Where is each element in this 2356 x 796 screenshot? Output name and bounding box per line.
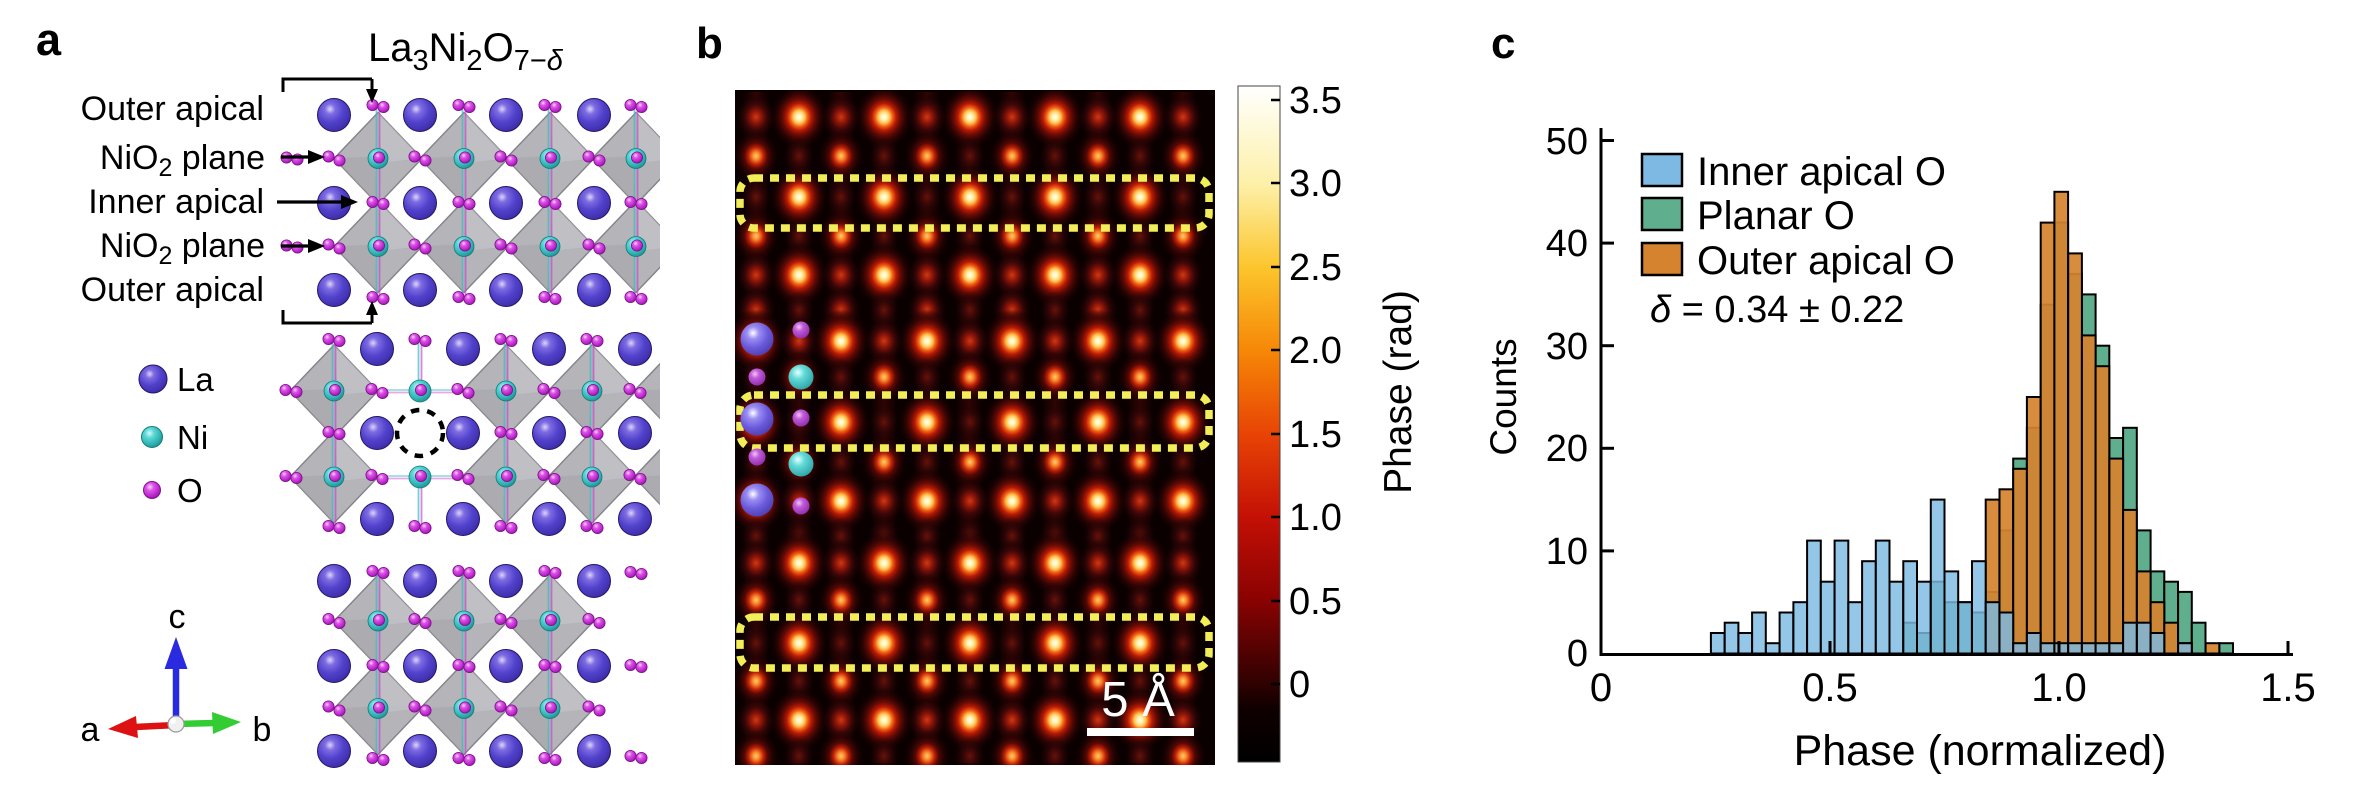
svg-text:Phase (normalized): Phase (normalized)	[1794, 727, 2167, 775]
svg-text:a: a	[36, 14, 62, 65]
svg-text:0: 0	[1590, 666, 1612, 710]
svg-text:O: O	[177, 472, 203, 509]
svg-text:Ni: Ni	[177, 419, 208, 456]
svg-text:b: b	[696, 19, 723, 68]
svg-text:0.5: 0.5	[1289, 581, 1342, 623]
svg-text:50: 50	[1546, 121, 1588, 163]
svg-text:0: 0	[1289, 664, 1310, 706]
svg-text:Outer apical: Outer apical	[81, 90, 264, 128]
svg-text:2.5: 2.5	[1289, 247, 1342, 289]
svg-text:1.5: 1.5	[1289, 414, 1342, 456]
svg-text:Phase (rad): Phase (rad)	[1377, 290, 1420, 494]
svg-text:a: a	[81, 711, 100, 749]
svg-text:La: La	[177, 361, 214, 398]
svg-text:1.0: 1.0	[1289, 497, 1342, 539]
svg-text:3.5: 3.5	[1289, 80, 1342, 122]
svg-text:0: 0	[1567, 633, 1588, 675]
svg-text:Outer apical O: Outer apical O	[1697, 239, 1955, 283]
svg-text:1.5: 1.5	[2260, 666, 2316, 710]
svg-text:c: c	[169, 598, 186, 636]
svg-text:c: c	[1491, 19, 1515, 68]
svg-text:2.0: 2.0	[1289, 330, 1342, 372]
svg-text:NiO2 plane: NiO2 plane	[100, 227, 265, 270]
svg-text:Inner apical: Inner apical	[88, 183, 264, 221]
svg-text:5 Å: 5 Å	[1101, 673, 1175, 727]
svg-text:Counts: Counts	[1483, 338, 1524, 455]
svg-text:1.0: 1.0	[2031, 666, 2087, 710]
svg-text:10: 10	[1546, 531, 1588, 573]
svg-text:δ = 0.34 ± 0.22: δ = 0.34 ± 0.22	[1650, 289, 1904, 331]
svg-text:Planar O: Planar O	[1697, 194, 1855, 238]
svg-text:40: 40	[1546, 223, 1588, 265]
svg-text:b: b	[253, 711, 272, 749]
svg-text:Outer apical: Outer apical	[81, 271, 264, 309]
svg-text:20: 20	[1546, 428, 1588, 470]
svg-text:0.5: 0.5	[1802, 666, 1858, 710]
svg-text:30: 30	[1546, 326, 1588, 368]
svg-text:3.0: 3.0	[1289, 163, 1342, 205]
svg-text:NiO2 plane: NiO2 plane	[100, 139, 265, 182]
svg-text:Inner apical O: Inner apical O	[1697, 150, 1946, 194]
